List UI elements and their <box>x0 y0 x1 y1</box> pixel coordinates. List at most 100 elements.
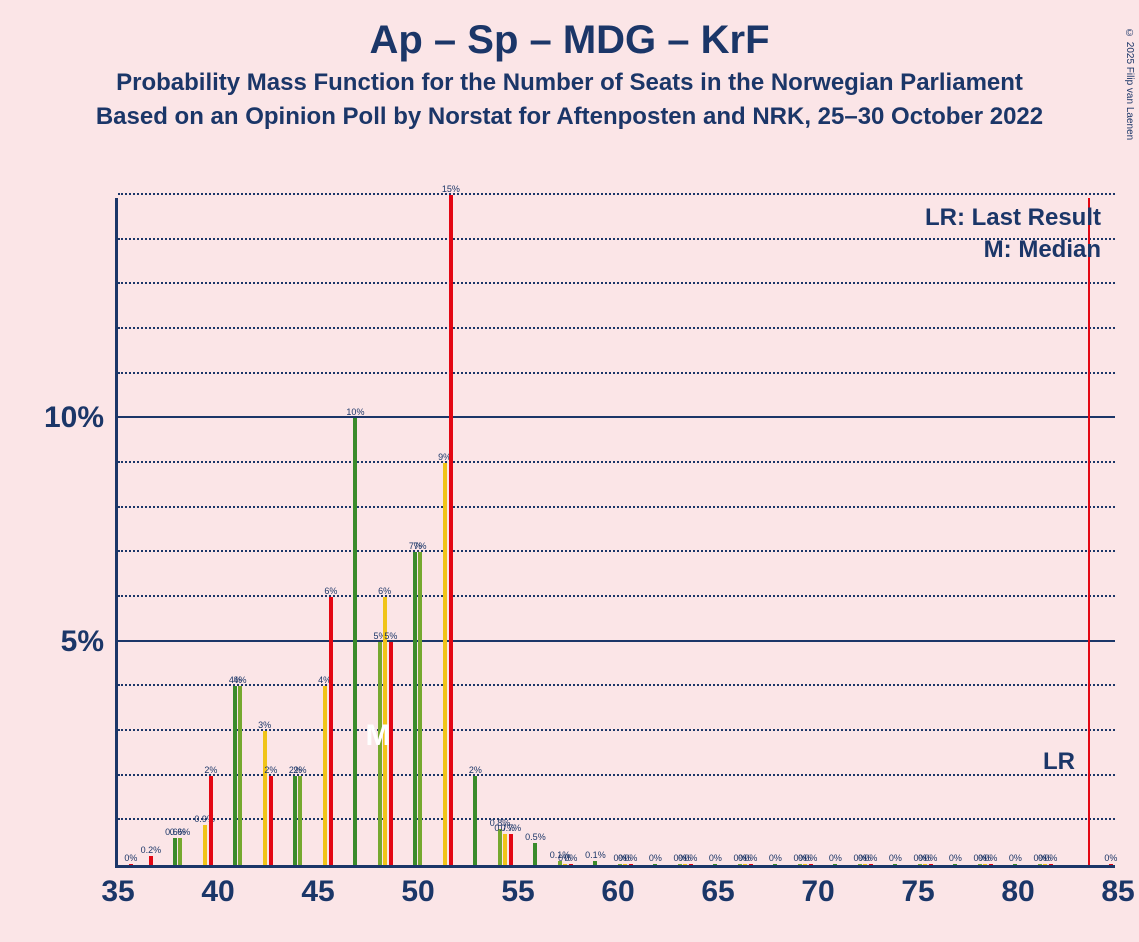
legend-m: M: Median <box>925 236 1101 264</box>
y-axis-label: 10% <box>44 401 104 435</box>
chart-bar: 0.7% <box>509 834 513 865</box>
chart-bar: 0% <box>713 864 717 865</box>
chart-bar: 0.6% <box>178 838 182 865</box>
chart-bar: 9% <box>443 463 447 865</box>
x-axis-label: 85 <box>1101 875 1134 909</box>
bar-value-label: 0% <box>744 853 757 863</box>
chart-bar: 0% <box>1043 864 1047 865</box>
chart-bar: 0.5% <box>533 843 537 865</box>
copyright: © 2025 Filip van Laenen <box>1124 28 1135 140</box>
bar-value-label: 0% <box>864 853 877 863</box>
plot-region: 5%10%35404550556065707580850%0.2%0.6%0.6… <box>115 198 1115 868</box>
x-axis-label: 70 <box>801 875 834 909</box>
chart-bar: 0% <box>618 864 622 865</box>
bar-value-label: 0.7% <box>501 823 522 833</box>
x-axis-label: 80 <box>1001 875 1034 909</box>
chart-bar: 0% <box>653 864 657 865</box>
gridline-minor <box>118 282 1115 284</box>
bar-value-label: 0% <box>709 853 722 863</box>
bar-value-label: 0.1% <box>585 850 606 860</box>
chart-bar: 0% <box>623 864 627 865</box>
chart-bar: 0.8% <box>498 829 502 865</box>
bar-value-label: 0% <box>889 853 902 863</box>
chart-bar: 0% <box>129 864 133 865</box>
chart-bar: 4% <box>233 686 237 865</box>
bar-value-label: 10% <box>346 407 364 417</box>
chart-bar: 0% <box>978 864 982 865</box>
gridline-minor <box>118 684 1115 686</box>
chart-bar: 2% <box>209 776 213 865</box>
legend-lr: LR: Last Result <box>925 204 1101 232</box>
x-axis-label: 35 <box>101 875 134 909</box>
chart-bar: 4% <box>238 686 242 865</box>
chart-bar: 0% <box>689 864 693 865</box>
bar-value-label: 0% <box>564 853 577 863</box>
bar-value-label: 0% <box>804 853 817 863</box>
bar-value-label: 0% <box>124 853 137 863</box>
chart-subtitle-1: Probability Mass Function for the Number… <box>0 69 1139 97</box>
chart-bar: 0% <box>798 864 802 865</box>
chart-bar: 0% <box>1109 864 1113 865</box>
chart-bar: 0.1% <box>593 861 597 865</box>
x-axis-label: 40 <box>201 875 234 909</box>
y-axis-label: 5% <box>61 625 104 659</box>
gridline-minor <box>118 818 1115 820</box>
chart-bar: 6% <box>329 597 333 865</box>
chart-bar: 0.2% <box>149 856 153 865</box>
bar-value-label: 0% <box>769 853 782 863</box>
chart-bar: 0% <box>858 864 862 865</box>
gridline-minor <box>118 550 1115 552</box>
chart-bar: 0% <box>1049 864 1053 865</box>
chart-bar: 2% <box>293 776 297 865</box>
chart-bar: 7% <box>418 552 422 865</box>
legend: LR: Last Result M: Median <box>925 204 1101 264</box>
bar-value-label: 0.2% <box>141 845 162 855</box>
chart-bar: 0% <box>773 864 777 865</box>
bar-value-label: 0% <box>684 853 697 863</box>
bar-value-label: 5% <box>384 631 397 641</box>
chart-bar: 0% <box>929 864 933 865</box>
gridline-major <box>118 416 1115 418</box>
chart-bar: 0% <box>833 864 837 865</box>
chart-bar: 0% <box>1013 864 1017 865</box>
chart-bar: 0% <box>563 864 567 865</box>
chart-bar: 2% <box>269 776 273 865</box>
gridline-minor <box>118 506 1115 508</box>
chart-bar: 0% <box>678 864 682 865</box>
chart-bar: 0% <box>923 864 927 865</box>
bar-value-label: 4% <box>234 675 247 685</box>
bar-value-label: 0.6% <box>170 827 191 837</box>
chart-bar: 0% <box>869 864 873 865</box>
median-marker: M <box>366 719 391 753</box>
chart-bar: 0% <box>749 864 753 865</box>
gridline-minor <box>118 372 1115 374</box>
bar-value-label: 3% <box>258 720 271 730</box>
bar-value-label: 0% <box>924 853 937 863</box>
chart-bar: 0% <box>893 864 897 865</box>
chart-bar: 3% <box>263 731 267 865</box>
chart-bar: 0% <box>1038 864 1042 865</box>
chart-bar: 0.9% <box>203 825 207 865</box>
bar-value-label: 0% <box>949 853 962 863</box>
bar-value-label: 0% <box>1009 853 1022 863</box>
bar-value-label: 15% <box>442 184 460 194</box>
bar-value-label: 0% <box>1044 853 1057 863</box>
chart-bar: 7% <box>413 552 417 865</box>
chart-bar: 2% <box>473 776 477 865</box>
chart-area: 5%10%35404550556065707580850%0.2%0.6%0.6… <box>115 198 1115 868</box>
chart-bar: 4% <box>323 686 327 865</box>
chart-bar: 2% <box>298 776 302 865</box>
bar-value-label: 2% <box>469 765 482 775</box>
gridline-minor <box>118 461 1115 463</box>
bar-value-label: 0.5% <box>525 832 546 842</box>
chart-bar: 0% <box>989 864 993 865</box>
gridline-minor <box>118 595 1115 597</box>
gridline-minor <box>118 193 1115 195</box>
x-axis-label: 60 <box>601 875 634 909</box>
chart-bar: 0.6% <box>173 838 177 865</box>
chart-bar: 0% <box>983 864 987 865</box>
chart-title: Ap – Sp – MDG – KrF <box>0 18 1139 63</box>
chart-subtitle-2: Based on an Opinion Poll by Norstat for … <box>0 103 1139 131</box>
chart-bar: 0% <box>803 864 807 865</box>
x-axis-label: 45 <box>301 875 334 909</box>
